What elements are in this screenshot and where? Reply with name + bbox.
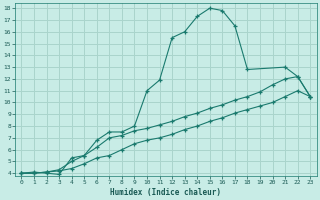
- X-axis label: Humidex (Indice chaleur): Humidex (Indice chaleur): [110, 188, 221, 197]
